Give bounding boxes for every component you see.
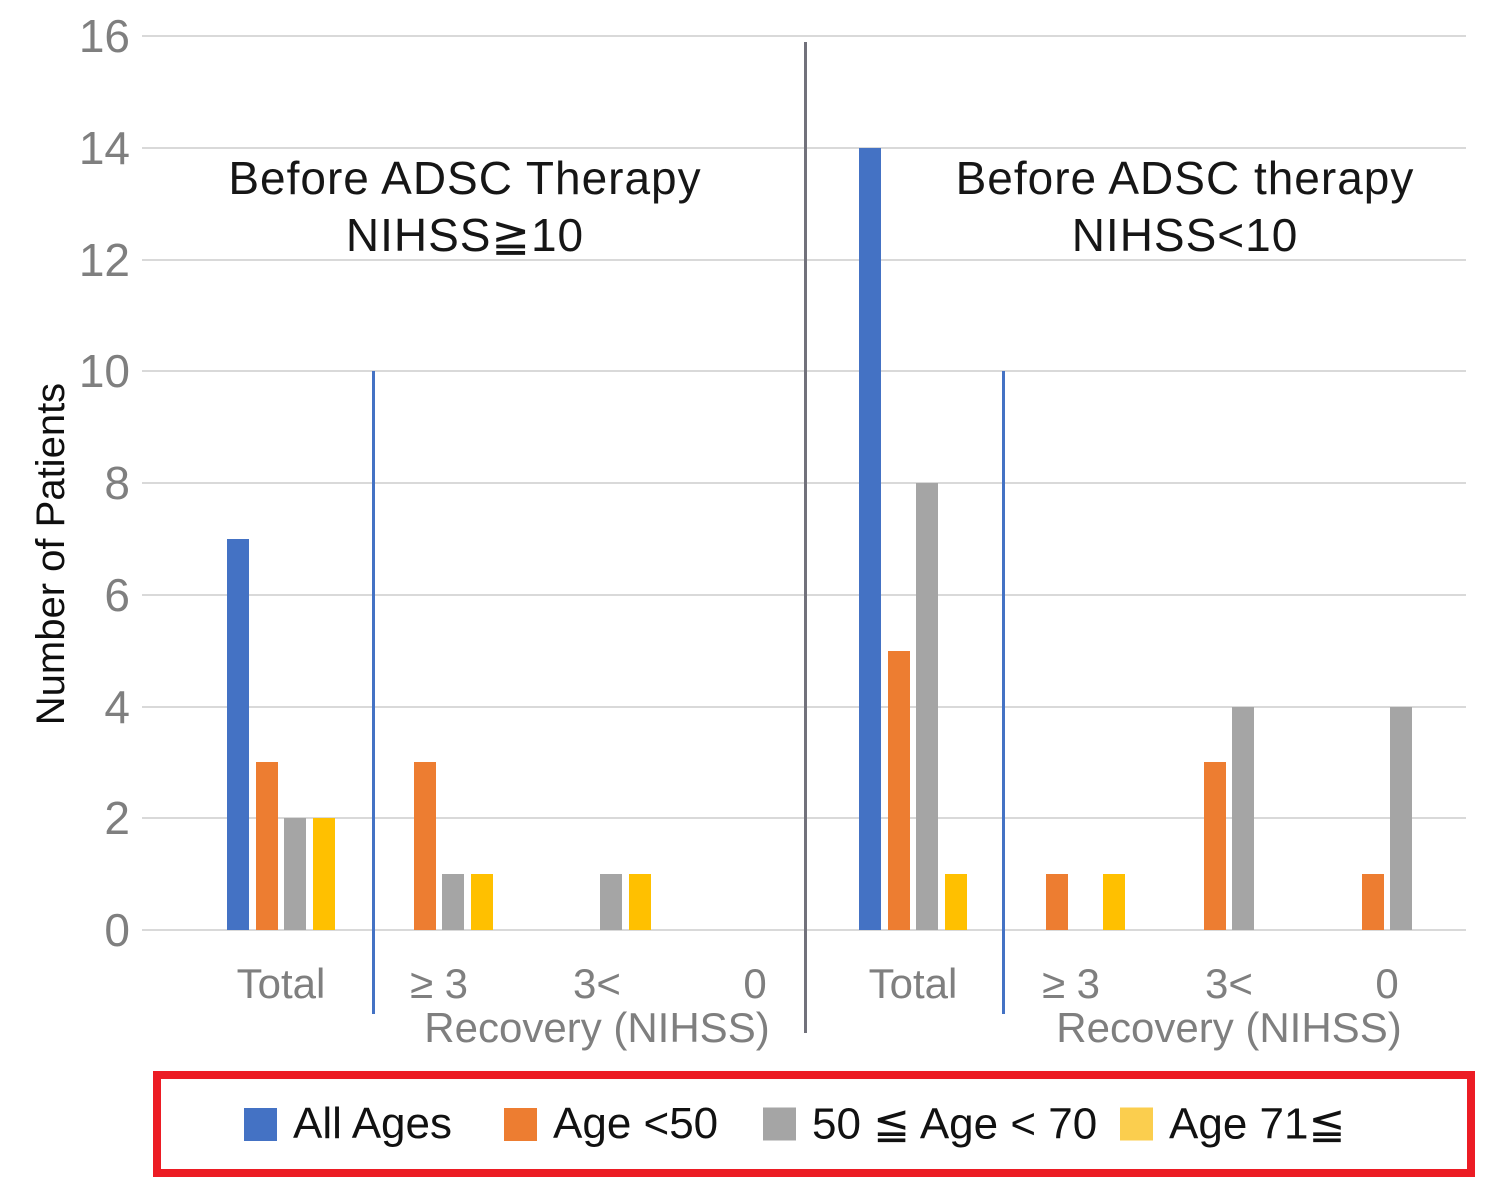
bar: [945, 874, 968, 930]
right-x-axis-group-label: Recovery (NIHSS): [1056, 1004, 1402, 1051]
nihss-threshold-line-right: [1002, 371, 1005, 1014]
category-label: 0: [1375, 960, 1399, 1007]
y-tick-label: 10: [78, 345, 130, 398]
y-tick-label: 4: [104, 680, 130, 733]
right-panel-title: Before ADSC therapy NIHSS<10: [935, 150, 1435, 264]
bar: [413, 762, 436, 930]
left-panel-title-line1: Before ADSC Therapy: [228, 152, 702, 204]
bar: [600, 874, 623, 930]
y-tick-label: 8: [104, 457, 130, 509]
legend: All Ages Age <50 50 ≦ Age < 70 Age 71≦: [153, 1071, 1475, 1177]
bar: [916, 483, 939, 930]
legend-swatch-age-50-70: [763, 1107, 796, 1141]
panel-divider-line: [804, 42, 807, 1033]
category-label: 0: [743, 960, 767, 1007]
gridline: [142, 35, 1466, 37]
right-panel-title-line1: Before ADSC therapy: [955, 152, 1415, 204]
legend-label-all-ages: All Ages: [293, 1099, 452, 1148]
right-panel-title-line2: NIHSS<10: [1071, 209, 1299, 261]
y-tick-label: 2: [104, 792, 130, 845]
y-axis-title: Number of Patients: [29, 382, 73, 726]
bar: [1203, 762, 1226, 930]
bar: [859, 147, 881, 930]
legend-item-age-50-70: 50 ≦ Age < 70: [763, 1099, 1097, 1150]
legend-item-all-ages: All Ages: [244, 1099, 452, 1149]
left-panel-title: Before ADSC Therapy NIHSS≧10: [215, 150, 715, 264]
y-tick-label: 14: [78, 121, 130, 174]
bar: [313, 818, 336, 930]
bar: [284, 818, 307, 930]
legend-swatch-age-71-plus: [1120, 1107, 1153, 1141]
legend-swatch-age-lt-50: [504, 1107, 537, 1141]
legend-swatch-all-ages: [244, 1107, 277, 1141]
y-tick-label: 6: [104, 568, 130, 621]
bar: [1103, 874, 1126, 930]
bar: [255, 762, 278, 930]
legend-item-age-lt-50: Age <50: [504, 1099, 718, 1149]
bar: [1390, 706, 1413, 930]
bar: [887, 650, 910, 930]
bar: [1232, 706, 1255, 930]
bar: [442, 874, 465, 930]
category-label: Total: [868, 960, 958, 1007]
legend-item-age-71-plus: Age 71≦: [1120, 1099, 1345, 1150]
y-tick-label: 16: [78, 10, 130, 62]
bar: [227, 538, 249, 930]
nihss-threshold-line-left: [372, 371, 375, 1014]
y-tick-label: 12: [78, 233, 130, 286]
category-label: ≥ 3: [1041, 960, 1101, 1007]
legend-label-age-71-plus: Age 71≦: [1169, 1099, 1346, 1149]
bar: [1361, 874, 1384, 930]
legend-label-age-lt-50: Age <50: [553, 1099, 719, 1148]
left-panel-title-line2: NIHSS≧10: [345, 209, 585, 261]
y-tick-label: 0: [104, 904, 130, 956]
category-label: ≥ 3: [409, 960, 469, 1007]
bar: [471, 874, 494, 930]
category-label: Total: [236, 960, 326, 1007]
legend-label-age-50-70: 50 ≦ Age < 70: [812, 1099, 1098, 1149]
category-label: 3<: [573, 960, 621, 1007]
bar: [1045, 874, 1068, 930]
left-x-axis-group-label: Recovery (NIHSS): [424, 1004, 770, 1051]
bar: [629, 874, 652, 930]
category-label: 3<: [1205, 960, 1253, 1007]
